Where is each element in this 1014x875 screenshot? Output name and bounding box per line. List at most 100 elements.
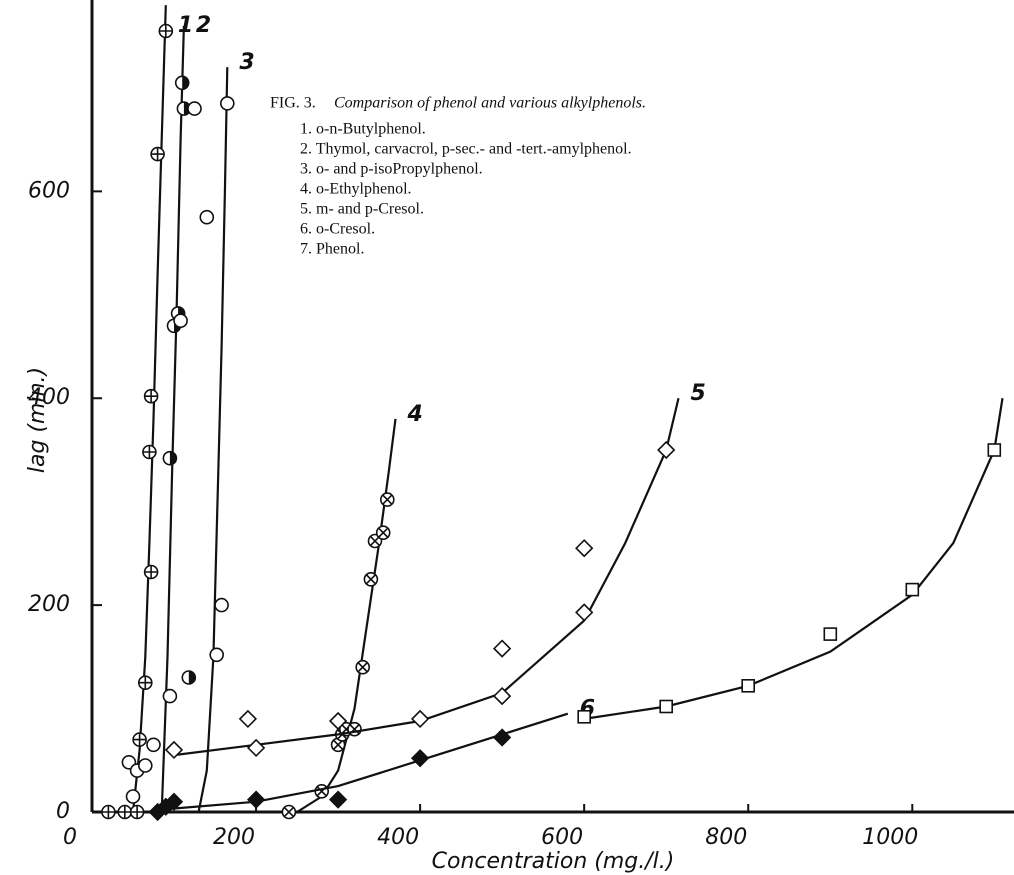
marker-shape — [283, 806, 295, 818]
data-point — [379, 492, 395, 507]
marker-shape — [741, 678, 756, 693]
x-axis-label: Concentration (mg./l.) — [432, 849, 675, 874]
data-point — [410, 709, 430, 729]
figure-label: FIG. 3. — [270, 95, 316, 112]
marker-shape — [410, 749, 430, 768]
x-tick-label: 200 — [213, 825, 255, 850]
chart-title: Comparison of phenol and various alkylph… — [334, 95, 646, 112]
marker-shape — [118, 805, 132, 819]
marker-shape — [133, 733, 147, 747]
x-tick-label: 800 — [705, 825, 747, 850]
data-point — [659, 699, 674, 714]
legend-entry: 4. o-Ethylphenol. — [300, 181, 412, 198]
marker-shape — [382, 494, 393, 505]
data-point — [117, 804, 133, 820]
marker-shape — [214, 597, 229, 613]
data-point — [314, 783, 330, 799]
x-tick-label: 400 — [377, 825, 419, 850]
marker-shape — [209, 647, 224, 663]
data-point — [238, 709, 258, 729]
curve-label: 2 — [196, 13, 211, 38]
data-point — [187, 101, 202, 116]
data-point — [347, 721, 362, 737]
marker-shape — [823, 627, 838, 641]
curve-label: 1 — [178, 13, 193, 38]
marker-shape — [146, 737, 161, 753]
data-point — [150, 146, 165, 162]
data-point — [492, 728, 512, 747]
marker-shape — [492, 686, 512, 706]
fit-curve — [296, 418, 397, 813]
marker-shape — [365, 574, 377, 585]
marker-shape — [164, 792, 184, 811]
marker-shape — [332, 739, 344, 750]
data-point — [138, 758, 153, 773]
data-point — [492, 639, 512, 658]
data-point — [173, 313, 188, 329]
marker-shape — [657, 440, 676, 460]
data-point — [162, 688, 178, 704]
data-point — [132, 732, 147, 747]
curve-label: 3 — [239, 50, 254, 75]
data-point — [125, 789, 141, 804]
x-tick-label: 0 — [63, 825, 77, 850]
marker-shape — [987, 443, 1002, 457]
data-point — [143, 388, 159, 404]
marker-shape — [144, 389, 158, 403]
data-point — [162, 450, 178, 466]
fit-curve — [173, 397, 680, 757]
marker-shape — [577, 709, 592, 724]
y-tick-label: 200 — [28, 592, 70, 617]
y-axis-label: lag (min.) — [25, 367, 50, 473]
legend-entry: 2. Thymol, carvacrol, p-sec.- and -tert.… — [300, 141, 632, 158]
marker-shape — [138, 676, 152, 690]
data-point — [209, 647, 224, 663]
data-point — [101, 804, 116, 820]
marker-shape — [378, 527, 389, 538]
curve-label: 4 — [407, 402, 423, 427]
y-tick-label: 400 — [28, 385, 70, 410]
data-point — [164, 740, 184, 760]
data-point — [146, 737, 161, 753]
data-point — [158, 23, 174, 39]
data-point — [492, 686, 512, 706]
marker-shape — [138, 758, 153, 773]
marker-shape — [575, 539, 594, 558]
data-point — [164, 792, 184, 811]
data-point — [138, 675, 153, 691]
data-point — [220, 96, 235, 111]
fit-curve — [197, 67, 229, 813]
data-point — [181, 670, 197, 685]
marker-shape — [188, 671, 196, 684]
data-point — [199, 209, 215, 225]
marker-shape — [905, 582, 920, 597]
legend-entry: 6. o-Cresol. — [300, 221, 375, 238]
data-point — [375, 525, 391, 541]
marker-shape — [246, 738, 266, 758]
legend-entry: 3. o- and p-isoPropylphenol. — [300, 161, 483, 178]
marker-shape — [238, 709, 258, 729]
data-point — [142, 444, 157, 460]
data-point — [577, 709, 592, 724]
curve-label: 5 — [691, 381, 706, 406]
data-point — [657, 440, 676, 460]
x-tick-label: 1000 — [862, 825, 918, 850]
data-point — [575, 539, 594, 558]
data-point — [987, 443, 1002, 457]
marker-shape — [144, 565, 158, 579]
data-point — [823, 627, 838, 641]
marker-shape — [369, 535, 381, 547]
legend-entry: 1. o-n-Butylphenol. — [300, 121, 426, 138]
data-point — [355, 659, 371, 675]
marker-shape — [130, 805, 144, 819]
marker-shape — [199, 209, 215, 225]
marker-shape — [575, 603, 594, 622]
data-point — [328, 790, 348, 809]
data-point — [129, 804, 145, 820]
legend-entry: 7. Phenol. — [300, 241, 364, 258]
data-point — [363, 571, 379, 587]
marker-shape — [492, 639, 512, 658]
marker-shape — [187, 101, 202, 116]
data-point — [410, 749, 430, 768]
